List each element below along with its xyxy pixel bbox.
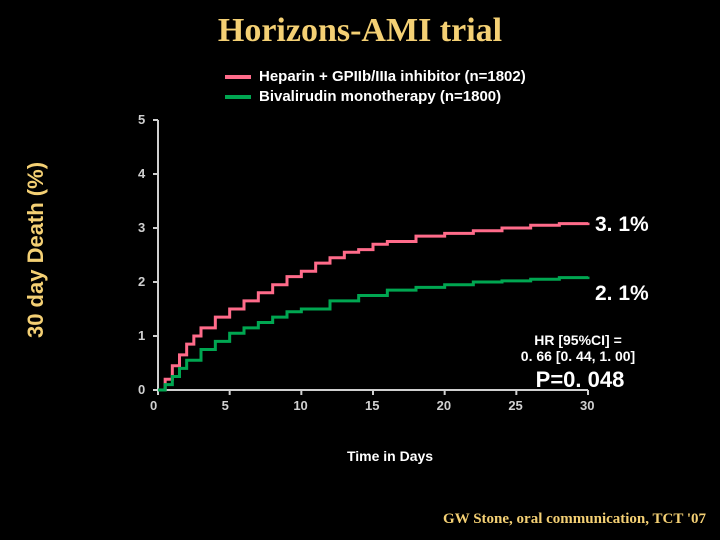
legend-label: Heparin + GPIIb/IIIa inhibitor (n=1802)	[259, 68, 526, 85]
series-endpoint-label: 3. 1%	[595, 213, 649, 237]
legend-swatch	[225, 75, 251, 79]
x-tick-label: 25	[508, 398, 522, 413]
y-tick-label: 0	[138, 382, 145, 397]
y-tick-label: 4	[138, 166, 145, 181]
x-tick-label: 30	[580, 398, 594, 413]
citation-text: GW Stone, oral communication, TCT '07	[443, 511, 706, 528]
x-tick-label: 0	[150, 398, 157, 413]
legend-item: Heparin + GPIIb/IIIa inhibitor (n=1802)	[225, 68, 526, 85]
y-tick-label: 1	[138, 328, 145, 343]
series-endpoint-label: 2. 1%	[595, 282, 649, 306]
p-value-label: P=0. 048	[520, 367, 640, 393]
page-title: Horizons-AMI trial	[0, 0, 720, 58]
y-tick-label: 5	[138, 112, 145, 127]
y-tick-label: 2	[138, 274, 145, 289]
x-axis-label: Time in Days	[330, 448, 450, 464]
x-tick-label: 5	[222, 398, 229, 413]
hazard-ratio-ci: 0. 66 [0. 44, 1. 00]	[498, 348, 658, 364]
y-tick-label: 3	[138, 220, 145, 235]
hazard-ratio-label: HR [95%CI] =	[498, 332, 658, 348]
x-tick-label: 20	[437, 398, 451, 413]
x-tick-label: 10	[293, 398, 307, 413]
x-tick-label: 15	[365, 398, 379, 413]
y-axis-label: 30 day Death (%)	[23, 162, 49, 338]
